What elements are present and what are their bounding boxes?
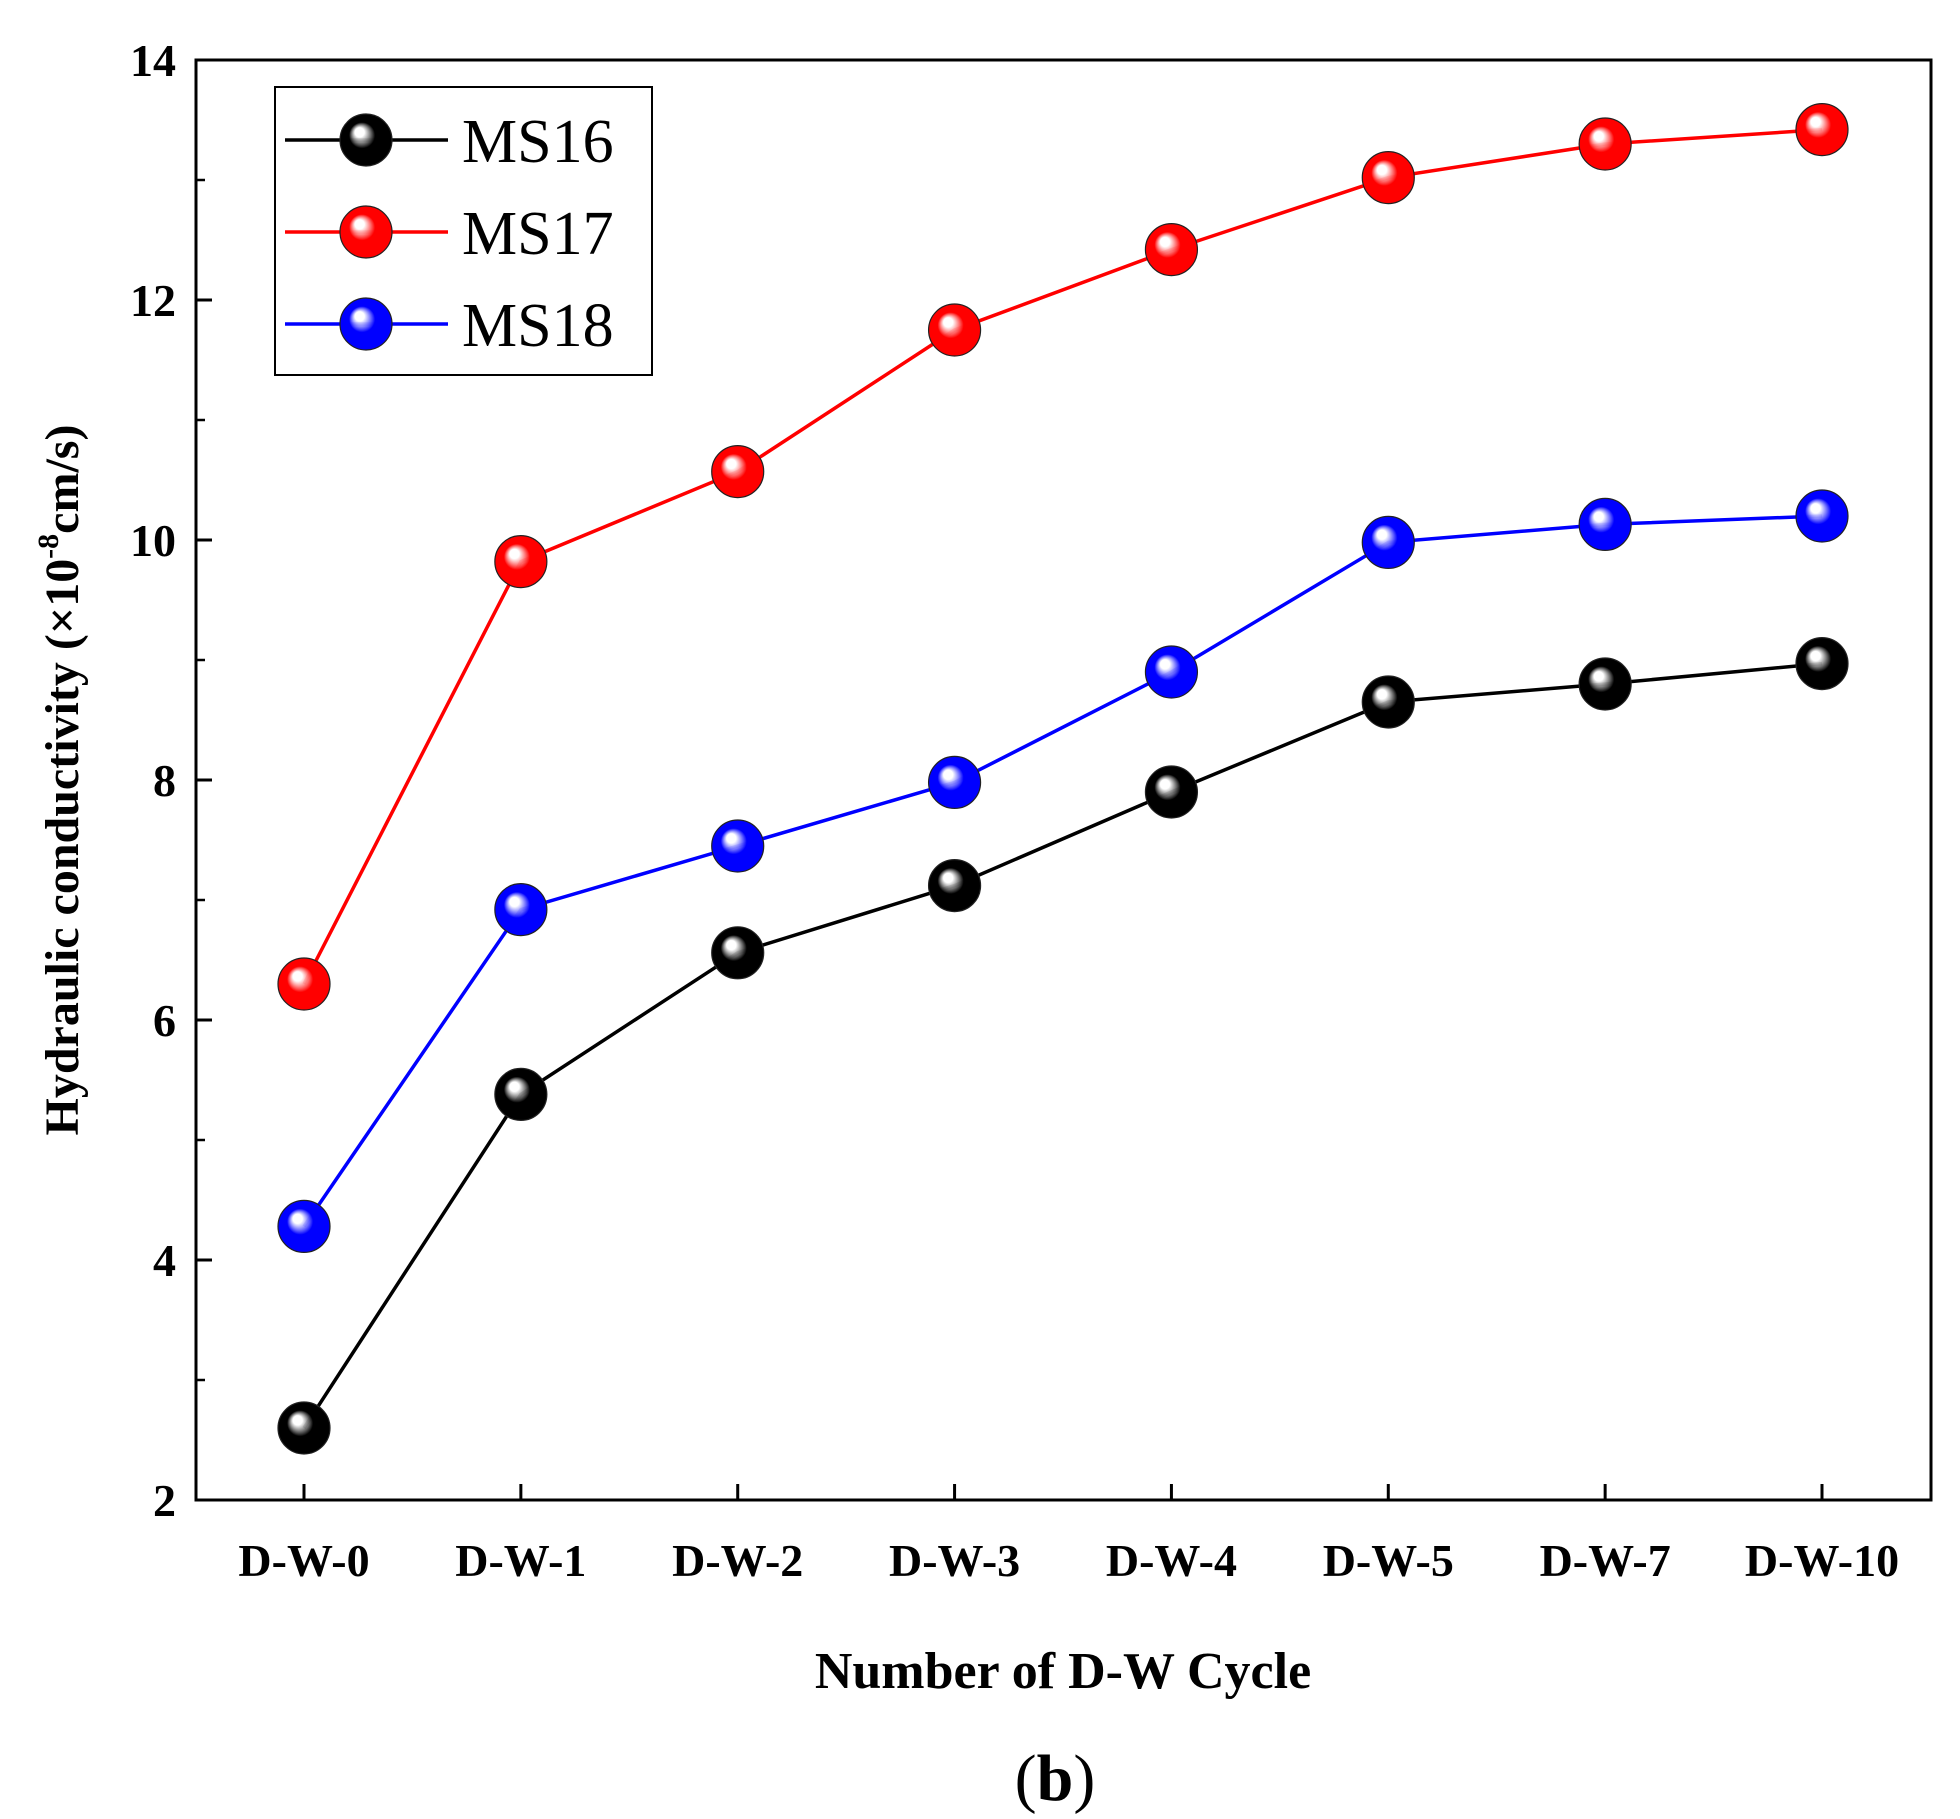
data-point [277, 957, 331, 1011]
x-tick-label: D-W-10 [1745, 1535, 1899, 1586]
y-tick-label: 4 [153, 1235, 176, 1286]
x-tick-label: D-W-3 [889, 1535, 1020, 1586]
x-tick-label: D-W-2 [672, 1535, 803, 1586]
data-point [927, 858, 982, 913]
series-ms18 [277, 489, 1849, 1254]
legend-item-ms17: MS17 [285, 200, 614, 268]
data-point [1144, 645, 1199, 699]
data-point [927, 755, 982, 810]
y-tick-label: 10 [130, 515, 176, 566]
legend-marker [339, 205, 393, 259]
x-tick-label: D-W-4 [1106, 1535, 1237, 1586]
x-tick-label: D-W-7 [1540, 1535, 1671, 1586]
x-axis: D-W-0 D-W-1 D-W-2 D-W-3 D-W-4 D-W-5 D-W-7 D-W-1… [238, 1484, 1899, 1586]
data-point [927, 303, 982, 357]
y-axis-title-main: Hydraulic conductivity (×10 [36, 559, 89, 1136]
y-tick-label: 6 [153, 995, 176, 1046]
caption-letter: b [1037, 1742, 1074, 1815]
series-line [302, 514, 1823, 1228]
legend-label: MS18 [462, 292, 614, 360]
x-tick-label: D-W-5 [1323, 1535, 1454, 1586]
legend: MS16 MS17 MS18 [274, 86, 653, 376]
y-axis-title-unit: cm/s) [36, 425, 89, 534]
data-point [1578, 117, 1632, 171]
data-point [277, 1199, 331, 1254]
data-point [1578, 497, 1632, 552]
legend-label: MS16 [462, 108, 614, 176]
data-point [1361, 675, 1415, 729]
y-tick-label: 8 [153, 755, 176, 806]
y-tick-label: 12 [130, 275, 176, 326]
data-point [1361, 515, 1415, 570]
legend-label: MS17 [462, 200, 614, 268]
y-tick-label: 14 [130, 35, 176, 86]
data-point [1144, 765, 1199, 819]
caption-close: ) [1073, 1742, 1095, 1815]
data-point [494, 534, 548, 589]
panel-caption: (b) [1015, 1742, 1096, 1815]
y-axis-title: Hydraulic conductivity (×10-8cm/s) [32, 425, 89, 1136]
legend-marker [339, 297, 393, 351]
series-ms16 [277, 636, 1849, 1455]
legend-item-ms16: MS16 [285, 108, 614, 176]
data-point [494, 1067, 548, 1122]
data-point [494, 882, 548, 937]
x-tick-label: D-W-0 [238, 1535, 369, 1586]
data-point [1361, 151, 1415, 205]
series-ms17 [277, 103, 1849, 1011]
data-point [277, 1401, 331, 1455]
data-point [711, 926, 765, 980]
x-axis-title: Number of D-W Cycle [815, 1643, 1311, 1700]
y-axis: 2 4 6 8 10 12 14 [130, 35, 212, 1526]
series-line [302, 127, 1823, 985]
data-point [1795, 103, 1849, 157]
legend-item-ms18: MS18 [285, 292, 614, 360]
series-layer [277, 103, 1849, 1455]
y-axis-title-exponent: -8 [32, 534, 65, 559]
series-line [302, 661, 1823, 1429]
data-point [1578, 657, 1632, 711]
data-point [1795, 636, 1849, 691]
data-point [1795, 489, 1849, 543]
data-point [711, 819, 765, 873]
caption-open: ( [1015, 1742, 1037, 1815]
data-point [711, 445, 765, 499]
data-point [1144, 223, 1199, 277]
legend-marker [339, 113, 393, 167]
y-tick-label: 2 [153, 1475, 176, 1526]
x-tick-label: D-W-1 [455, 1535, 586, 1586]
